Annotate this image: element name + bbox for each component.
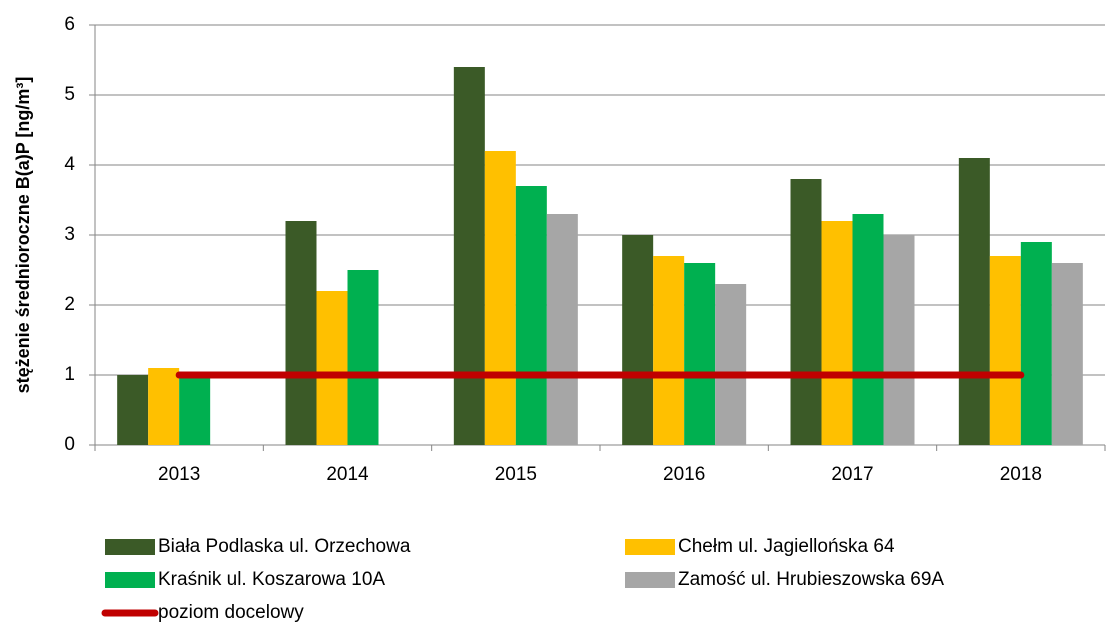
bar bbox=[989, 256, 1021, 445]
bar bbox=[790, 179, 822, 445]
x-tick-label: 2017 bbox=[831, 464, 873, 485]
bar bbox=[453, 67, 485, 445]
bar bbox=[622, 235, 654, 445]
x-tick-label: 2015 bbox=[495, 464, 537, 485]
x-tick-label: 2016 bbox=[663, 464, 705, 485]
x-tick-label: 2013 bbox=[158, 464, 200, 485]
bar bbox=[285, 221, 317, 445]
bar bbox=[684, 263, 716, 445]
y-axis-label: stężenie średnioroczne B(a)P [ng/m³] bbox=[13, 77, 33, 394]
y-tick-label: 4 bbox=[64, 154, 75, 175]
legend-swatch bbox=[105, 539, 155, 555]
bar bbox=[852, 214, 884, 445]
legend-label: Biała Podlaska ul. Orzechowa bbox=[158, 536, 411, 557]
bar bbox=[546, 214, 578, 445]
y-tick-label: 1 bbox=[64, 364, 75, 385]
legend-label: Chełm ul. Jagiellońska 64 bbox=[678, 536, 895, 557]
legend-swatch bbox=[105, 572, 155, 588]
legend-label: Zamość ul. Hrubieszowska 69A bbox=[678, 569, 944, 590]
legend-label: poziom docelowy bbox=[158, 602, 304, 623]
bar bbox=[958, 158, 990, 445]
bar bbox=[821, 221, 853, 445]
bar bbox=[883, 235, 915, 445]
y-tick-label: 0 bbox=[64, 434, 75, 455]
y-tick-label: 2 bbox=[64, 294, 75, 315]
bar bbox=[316, 291, 348, 445]
bar bbox=[715, 284, 747, 445]
y-tick-label: 6 bbox=[64, 14, 75, 35]
y-tick-label: 3 bbox=[64, 224, 75, 245]
bar bbox=[1051, 263, 1083, 445]
bar bbox=[117, 375, 149, 445]
legend-swatch bbox=[625, 572, 675, 588]
legend-label: Kraśnik ul. Koszarowa 10A bbox=[158, 569, 385, 590]
bar bbox=[179, 375, 211, 445]
bar bbox=[515, 186, 547, 445]
bar bbox=[1020, 242, 1052, 445]
x-tick-label: 2014 bbox=[326, 464, 369, 485]
bar bbox=[347, 270, 379, 445]
bar bbox=[653, 256, 685, 445]
bar bbox=[148, 368, 180, 445]
bar bbox=[484, 151, 516, 445]
y-tick-label: 5 bbox=[64, 84, 75, 105]
x-tick-label: 2018 bbox=[1000, 464, 1042, 485]
legend-swatch bbox=[625, 539, 675, 555]
